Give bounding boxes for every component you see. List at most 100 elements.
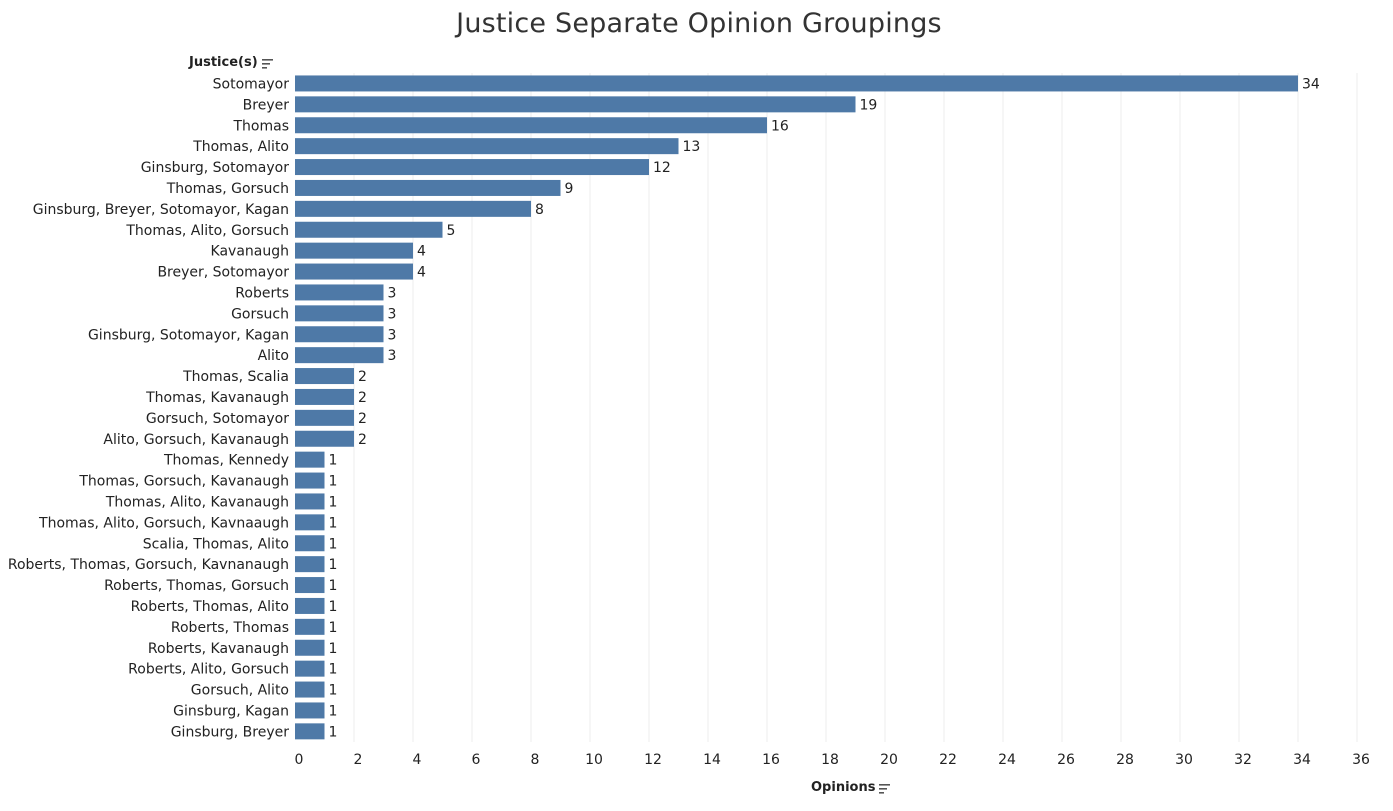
bar[interactable]	[295, 535, 325, 552]
value-label: 1	[329, 474, 338, 490]
bar[interactable]	[295, 368, 354, 385]
bar[interactable]	[295, 284, 384, 301]
value-label: 2	[358, 390, 367, 406]
category-label[interactable]: Sotomayor	[213, 76, 290, 92]
bar[interactable]	[295, 263, 413, 280]
category-label[interactable]: Roberts, Thomas, Gorsuch, Kavnanaugh	[8, 557, 289, 573]
bar[interactable]	[295, 556, 325, 573]
value-label: 1	[329, 641, 338, 657]
bar[interactable]	[295, 597, 325, 614]
bar[interactable]	[295, 221, 443, 238]
x-tick-label: 2	[354, 752, 363, 768]
x-tick-label: 22	[939, 752, 957, 768]
bar[interactable]	[295, 472, 325, 489]
bar[interactable]	[295, 117, 767, 134]
sort-descending-icon[interactable]	[879, 784, 891, 794]
bar[interactable]	[295, 347, 384, 364]
category-label[interactable]: Alito, Gorsuch, Kavanaugh	[103, 432, 289, 448]
category-label[interactable]: Thomas	[232, 118, 289, 134]
x-tick-label: 14	[703, 752, 721, 768]
category-label[interactable]: Thomas, Alito, Kavanaugh	[105, 494, 289, 510]
value-label: 8	[535, 202, 544, 218]
bars	[295, 75, 1298, 740]
sort-descending-icon[interactable]	[262, 59, 274, 69]
category-label[interactable]: Gorsuch, Alito	[191, 683, 289, 699]
category-label[interactable]: Kavanaugh	[211, 244, 289, 260]
category-label[interactable]: Gorsuch	[231, 306, 289, 322]
category-labels: Sotomayor Breyer Thomas Thomas, Alito Ginsbu…	[8, 76, 289, 740]
value-label: 3	[388, 306, 397, 322]
category-label[interactable]: Thomas, Gorsuch, Kavanaugh	[78, 474, 289, 490]
bar[interactable]	[295, 577, 325, 594]
value-label: 5	[447, 223, 456, 239]
bar[interactable]	[295, 514, 325, 531]
category-label[interactable]: Roberts, Thomas, Gorsuch	[104, 578, 289, 594]
bar[interactable]	[295, 681, 325, 698]
bar[interactable]	[295, 242, 413, 259]
x-tick-label: 4	[413, 752, 422, 768]
bar[interactable]	[295, 451, 325, 468]
x-tick-label: 12	[644, 752, 662, 768]
x-tick-label: 30	[1175, 752, 1193, 768]
category-label[interactable]: Thomas, Gorsuch	[166, 181, 289, 197]
category-label[interactable]: Scalia, Thomas, Alito	[143, 536, 289, 552]
bar[interactable]	[295, 200, 531, 217]
value-label: 1	[329, 453, 338, 469]
bar[interactable]	[295, 723, 325, 740]
bar[interactable]	[295, 493, 325, 510]
x-tick-label: 26	[1057, 752, 1075, 768]
category-label[interactable]: Thomas, Kennedy	[163, 453, 289, 469]
category-label[interactable]: Ginsburg, Sotomayor	[141, 160, 290, 176]
bar[interactable]	[295, 409, 354, 426]
category-label[interactable]: Ginsburg, Breyer	[171, 724, 290, 740]
category-label[interactable]: Roberts, Thomas, Alito	[131, 599, 289, 615]
category-label[interactable]: Gorsuch, Sotomayor	[146, 411, 289, 427]
x-tick-label: 24	[998, 752, 1016, 768]
bar[interactable]	[295, 702, 325, 719]
category-label[interactable]: Roberts, Kavanaugh	[148, 641, 289, 657]
bar[interactable]	[295, 639, 325, 656]
bar[interactable]	[295, 159, 649, 176]
x-tick-label: 10	[585, 752, 603, 768]
bar[interactable]	[295, 618, 325, 635]
category-label[interactable]: Alito	[258, 348, 289, 364]
value-label: 2	[358, 432, 367, 448]
bar[interactable]	[295, 430, 354, 447]
category-label[interactable]: Thomas, Scalia	[182, 369, 289, 385]
x-tick-label: 16	[762, 752, 780, 768]
bar[interactable]	[295, 305, 384, 322]
bar[interactable]	[295, 138, 679, 155]
bar[interactable]	[295, 75, 1298, 92]
value-label: 4	[417, 244, 426, 260]
category-label[interactable]: Ginsburg, Breyer, Sotomayor, Kagan	[33, 202, 289, 218]
category-label[interactable]: Ginsburg, Sotomayor, Kagan	[88, 327, 289, 343]
value-label: 1	[329, 599, 338, 615]
x-tick-label: 34	[1293, 752, 1311, 768]
value-label: 13	[683, 139, 701, 155]
value-label: 2	[358, 369, 367, 385]
category-label[interactable]: Thomas, Alito, Gorsuch	[125, 223, 289, 239]
category-label[interactable]: Roberts	[235, 285, 289, 301]
category-label[interactable]: Thomas, Alito	[192, 139, 289, 155]
gridlines	[353, 73, 1358, 742]
bar[interactable]	[295, 326, 384, 343]
value-labels: 34 19 16 13 12 9 8 5 4 4 3 3 3 3 2 2 2 2 1 1 1 1 1 1 1 1 1 1 1 1 1 1	[329, 76, 1320, 740]
bar[interactable]	[295, 179, 561, 196]
category-label[interactable]: Ginsburg, Kagan	[173, 703, 289, 719]
category-label[interactable]: Roberts, Alito, Gorsuch	[128, 662, 289, 678]
category-label[interactable]: Thomas, Alito, Gorsuch, Kavnaaugh	[38, 515, 289, 531]
category-label[interactable]: Breyer, Sotomayor	[157, 265, 289, 281]
bar[interactable]	[295, 96, 856, 113]
x-axis-title[interactable]: Opinions	[811, 780, 876, 795]
row-header-label[interactable]: Justice(s)	[189, 55, 258, 70]
value-label: 1	[329, 494, 338, 510]
bar[interactable]	[295, 388, 354, 405]
bar[interactable]	[295, 660, 325, 677]
x-tick-label: 28	[1116, 752, 1134, 768]
x-tick-label: 32	[1234, 752, 1252, 768]
value-label: 19	[860, 97, 878, 113]
category-label[interactable]: Breyer	[243, 97, 290, 113]
category-label[interactable]: Roberts, Thomas	[171, 620, 289, 636]
category-label[interactable]: Thomas, Kavanaugh	[145, 390, 289, 406]
